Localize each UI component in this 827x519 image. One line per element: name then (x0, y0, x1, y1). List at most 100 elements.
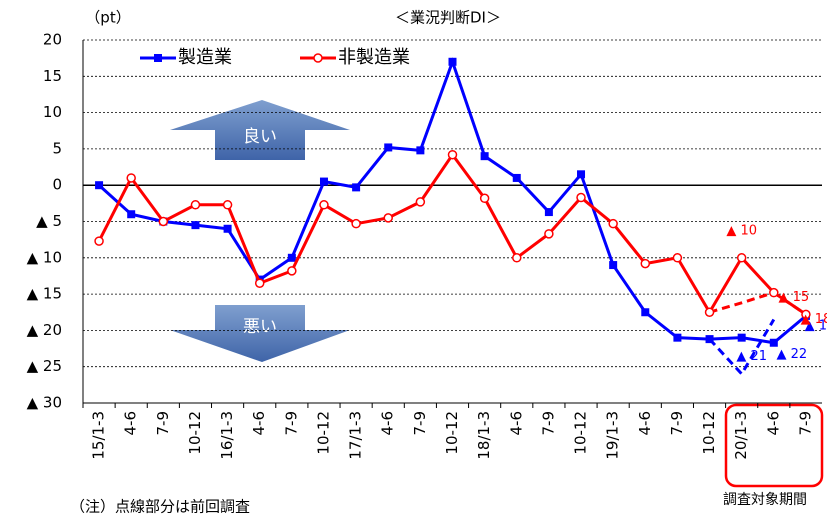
x-tick-label: 16/1-3 (218, 411, 236, 460)
y-tick-label: 0 (52, 176, 62, 194)
x-tick-label: 7-9 (282, 411, 300, 436)
x-tick-label: 7-9 (411, 411, 429, 436)
x-tick-label: 19/1-3 (604, 411, 622, 460)
x-tick-label: 10-12 (443, 411, 461, 455)
down-arrow (170, 305, 350, 362)
marker (544, 208, 553, 217)
x-tick-label: 4-6 (636, 411, 654, 436)
marker (223, 224, 232, 233)
marker (126, 173, 136, 183)
marker (447, 149, 458, 160)
y-tick-label: ▲ 30 (27, 394, 62, 412)
x-tick-label: 18/1-3 (475, 411, 493, 460)
marker (158, 216, 169, 227)
marker (609, 261, 618, 270)
marker (319, 177, 328, 186)
marker (641, 308, 650, 317)
x-tick-label: 20/1-3 (732, 411, 750, 460)
x-tick-label: 15/1-3 (90, 411, 108, 460)
legend-label: 製造業 (178, 47, 232, 68)
marker (415, 197, 426, 207)
x-tick-label: 4-6 (764, 411, 782, 436)
marker (351, 218, 361, 229)
legend-marker (313, 53, 323, 63)
legend-label: 非製造業 (338, 47, 410, 68)
y-tick-label: ▲ 5 (36, 212, 62, 230)
period-label: 調査対象期間 (723, 492, 807, 508)
marker (608, 218, 618, 229)
y-unit: （pt） (85, 9, 130, 27)
data-label: ▲ 10 (726, 223, 757, 238)
marker (640, 258, 651, 269)
marker (577, 170, 586, 179)
x-tick-label: 4-6 (507, 411, 525, 436)
marker (512, 173, 521, 182)
x-tick-label: 7-9 (796, 411, 814, 436)
marker (576, 192, 586, 203)
marker (127, 210, 136, 219)
marker (704, 307, 715, 317)
marker (191, 221, 200, 230)
marker (736, 253, 747, 263)
y-tick-label: 20 (43, 31, 62, 49)
y-tick-label: ▲ 15 (27, 285, 62, 303)
y-tick-label: 15 (43, 67, 62, 85)
data-label: ▲ 15 (778, 290, 809, 305)
annotation: 悪い (243, 317, 277, 337)
data-label: ▲ 18 (805, 318, 827, 333)
marker (94, 236, 104, 246)
marker (769, 338, 778, 347)
x-tick-label: 4-6 (379, 411, 397, 436)
legend-marker (154, 54, 162, 62)
marker (222, 200, 233, 210)
marker (384, 143, 393, 152)
y-tick-label: 10 (43, 103, 62, 121)
x-tick-label: 4-6 (250, 411, 268, 436)
x-tick-label: 7-9 (539, 411, 557, 436)
marker (479, 193, 490, 204)
series-line (98, 57, 807, 345)
up-arrow (170, 100, 350, 160)
marker (672, 253, 683, 263)
data-label: ▲ 22 (776, 347, 807, 362)
marker (705, 335, 714, 344)
x-tick-label: 10-12 (700, 411, 718, 455)
marker (512, 253, 522, 263)
previous-survey-line (709, 290, 807, 316)
marker (448, 57, 457, 66)
marker (544, 229, 554, 239)
data-label: ▲ 18 (801, 312, 827, 327)
marker (769, 287, 779, 298)
y-tick-label: ▲ 10 (27, 248, 62, 266)
marker (319, 200, 329, 210)
marker (254, 278, 265, 288)
annotation: 良い (243, 127, 277, 147)
marker (801, 309, 811, 320)
marker (673, 333, 682, 342)
note: （注）点線部分は前回調査 (70, 498, 250, 516)
series-line (97, 152, 807, 316)
marker (287, 266, 297, 276)
previous-survey-line (708, 318, 776, 377)
data-label: ▲ 21 (736, 349, 767, 364)
marker (480, 152, 489, 161)
marker (95, 181, 104, 190)
x-tick-label: 10-12 (186, 411, 204, 455)
marker (190, 200, 201, 210)
y-tick-label: ▲ 25 (27, 357, 62, 375)
x-tick-label: 10-12 (314, 411, 332, 455)
x-tick-label: 17/1-3 (347, 411, 365, 460)
marker (737, 333, 746, 342)
y-tick-label: 5 (52, 139, 62, 157)
x-tick-label: 7-9 (154, 411, 172, 436)
chart-title: ＜業況判断DI＞ (395, 9, 501, 27)
x-tick-label: 10-12 (572, 411, 590, 455)
marker (383, 213, 393, 223)
marker (352, 183, 361, 192)
y-tick-label: ▲ 20 (27, 321, 62, 339)
x-tick-label: 7-9 (668, 411, 686, 436)
period-box (724, 403, 824, 488)
x-tick-label: 4-6 (122, 411, 140, 436)
marker (416, 146, 425, 155)
